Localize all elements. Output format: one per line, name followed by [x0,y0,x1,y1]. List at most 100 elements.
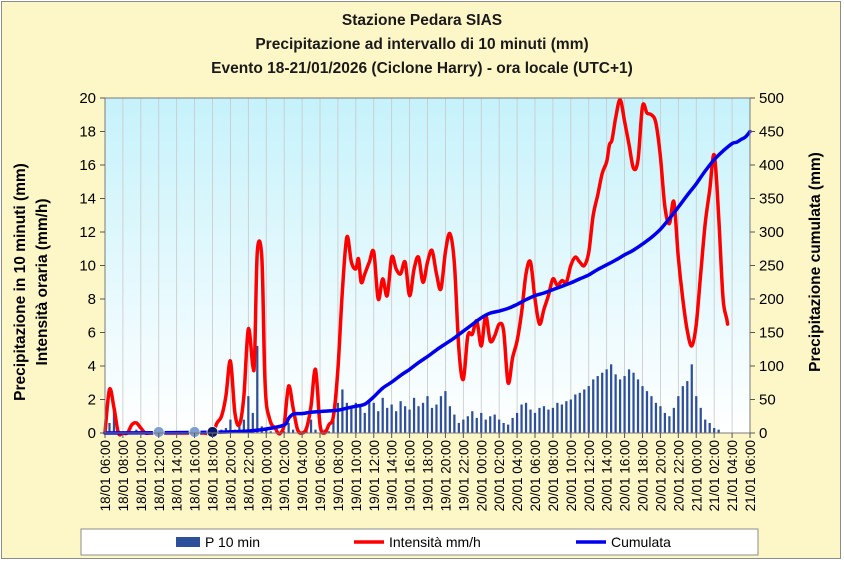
bar-p10min [668,416,671,433]
bar-p10min [493,414,496,433]
bar-p10min [251,412,254,433]
bar-p10min [435,404,438,433]
x-tick-label: 18/01 10:00 [134,440,149,511]
x-tick-label: 20/01 08:00 [546,440,561,511]
bar-p10min [363,412,366,433]
left-tick-label: 18 [79,124,96,141]
bar-p10min [229,419,232,433]
bar-p10min [547,409,550,433]
x-tick-label: 20/01 04:00 [510,440,525,511]
right-tick-label: 350 [759,191,784,208]
bar-p10min [395,411,398,433]
left-axis-label-line-2: Intensità oraria (mm/h) [34,198,51,365]
x-tick-label: 18/01 18:00 [206,440,221,511]
x-tick-label: 19/01 06:00 [313,440,328,511]
x-tick-label: 18/01 12:00 [152,440,167,511]
bar-p10min [627,369,631,433]
x-tick-label: 19/01 04:00 [295,440,310,511]
legend-swatch-bars [176,537,200,547]
x-tick-label: 20/01 16:00 [618,440,633,511]
x-tick-label: 21/01 04:00 [725,440,740,511]
bar-p10min [269,431,272,433]
bar-p10min [681,386,684,433]
legend-label-p10min: P 10 min [205,534,260,550]
x-axis: 18/01 06:00 18/01 08:00 18/01 10:00 18/01 1… [98,433,758,511]
bar-p10min [583,389,586,433]
bar-p10min [421,402,425,433]
bar-p10min [242,419,245,433]
left-tick-label: 16 [79,157,96,174]
bar-p10min [408,409,411,433]
bar-p10min [462,419,465,433]
bar-p10min [542,406,546,433]
bar-p10min [717,429,720,433]
right-tick-label: 200 [759,291,784,308]
x-tick-label: 21/01 02:00 [707,440,722,511]
right-tick-label: 150 [759,325,784,342]
bar-p10min [368,399,371,433]
bar-p10min [524,402,528,433]
bar-p10min [695,396,698,433]
left-tick-label: 2 [88,392,96,409]
x-tick-label: 19/01 14:00 [385,440,400,511]
bar-p10min [350,407,353,433]
bar-p10min [287,422,290,433]
bar-p10min [704,419,707,433]
bar-p10min [533,412,537,433]
bar-p10min [354,402,357,433]
bar-p10min [108,422,111,433]
x-tick-label: 19/01 20:00 [438,440,453,511]
right-tick-label: 50 [759,392,776,409]
x-tick-label: 18/01 16:00 [188,440,203,511]
x-tick-label: 18/01 14:00 [170,440,185,511]
bar-p10min [457,422,460,433]
bar-p10min [515,412,519,433]
bar-p10min [238,426,241,433]
x-tick-label: 20/01 12:00 [582,440,597,511]
bar-p10min [426,396,429,433]
bar-p10min [551,407,555,433]
bar-p10min [484,419,487,433]
bar-p10min [659,406,662,433]
bar-p10min [556,402,559,433]
right-tick-label: 100 [759,358,784,375]
bar-p10min [372,402,375,433]
bar-p10min [699,407,702,433]
bar-p10min [381,397,384,433]
bar-p10min [632,372,635,433]
x-tick-label: 18/01 08:00 [116,440,131,511]
x-tick-label: 20/01 02:00 [492,440,507,511]
line-cumulative [103,129,752,435]
line-intensity [103,97,730,437]
bar-p10min [386,407,389,433]
bar-p10min [511,417,514,433]
x-tick-label: 21/01 06:00 [743,440,758,511]
x-tick-label: 19/01 10:00 [349,440,364,511]
x-tick-label: 20/01 18:00 [636,440,651,511]
bar-p10min [605,369,608,433]
bar-p10min [672,407,675,433]
bar-p10min [574,394,577,433]
bar-p10min [359,406,362,433]
x-tick-label: 20/01 10:00 [564,440,579,511]
bar-p10min [636,379,640,433]
bar-p10min [587,386,590,433]
bar-p10min [489,416,492,433]
right-tick-label: 300 [759,224,784,241]
bar-p10min [578,392,581,433]
x-tick-label: 18/01 22:00 [241,440,256,511]
bar-p10min [713,427,716,433]
x-tick-label: 19/01 08:00 [331,440,346,511]
legend-label-intensity: Intensità mm/h [389,534,481,550]
bar-p10min [412,397,416,433]
bar-p10min [336,402,340,433]
x-tick-label: 20/01 00:00 [474,440,489,511]
chart-title-line-3: Evento 18-21/01/2026 (Ciclone Harry) - o… [211,60,633,77]
bar-p10min [641,386,644,433]
x-tick-label: 19/01 12:00 [367,440,382,511]
bar-p10min [480,412,483,433]
bar-p10min [345,402,348,433]
bar-p10min [314,429,317,433]
bar-p10min [569,399,572,433]
